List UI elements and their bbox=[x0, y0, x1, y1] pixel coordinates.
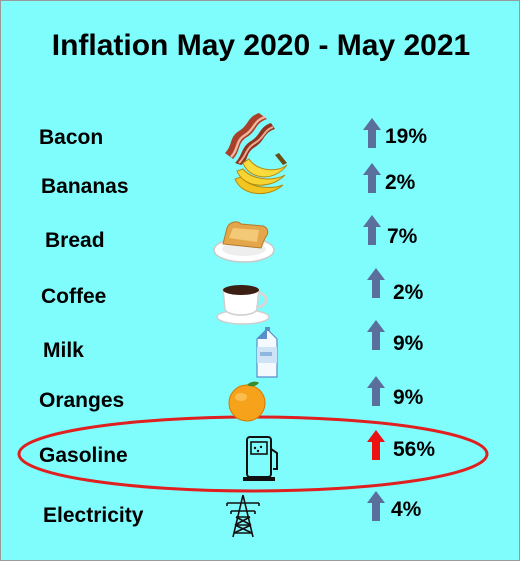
item-change-gasoline: 56% bbox=[393, 438, 436, 461]
up-arrow-icon bbox=[367, 320, 385, 350]
chart-title: Inflation May 2020 - May 2021 bbox=[51, 29, 471, 62]
up-arrow-icon bbox=[363, 163, 381, 193]
gas-pump-icon bbox=[243, 436, 278, 481]
item-change-bacon: 19% bbox=[385, 125, 428, 148]
power-tower-icon bbox=[226, 494, 260, 538]
item-name-electricity: Electricity bbox=[43, 504, 144, 527]
item-change-coffee: 2% bbox=[393, 281, 424, 304]
up-arrow-icon bbox=[363, 118, 381, 148]
item-change-oranges: 9% bbox=[393, 386, 424, 409]
up-arrow-icon bbox=[367, 376, 385, 406]
orange-icon bbox=[228, 381, 266, 422]
coffee-icon bbox=[216, 285, 270, 325]
item-name-milk: Milk bbox=[43, 339, 84, 362]
item-name-bananas: Bananas bbox=[41, 175, 129, 198]
up-arrow-icon bbox=[367, 491, 385, 521]
item-change-milk: 9% bbox=[393, 332, 424, 355]
up-arrow-icon bbox=[367, 268, 385, 298]
item-name-coffee: Coffee bbox=[41, 285, 107, 308]
item-change-bananas: 2% bbox=[385, 171, 416, 194]
up-arrow-icon bbox=[363, 215, 381, 245]
bread-icon bbox=[213, 221, 275, 263]
item-change-electricity: 4% bbox=[391, 498, 422, 521]
item-name-bread: Bread bbox=[45, 229, 105, 252]
up-arrow-icon bbox=[367, 430, 385, 460]
item-name-gasoline: Gasoline bbox=[39, 444, 128, 467]
item-name-bacon: Bacon bbox=[39, 126, 104, 149]
item-change-bread: 7% bbox=[387, 225, 418, 248]
milk-icon bbox=[256, 327, 278, 378]
bananas-icon bbox=[234, 153, 288, 195]
bacon-icon bbox=[225, 113, 275, 165]
item-name-oranges: Oranges bbox=[39, 389, 125, 412]
